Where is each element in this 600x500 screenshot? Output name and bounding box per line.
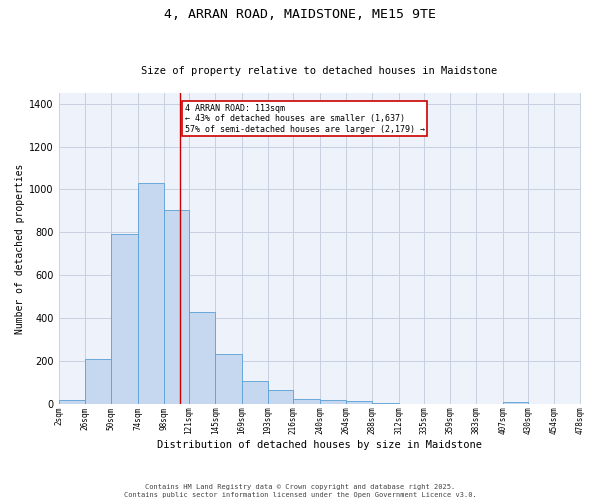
Bar (189, 312, 215, 404)
Bar (372, 403, 398, 404)
Bar (85, 359, 111, 404)
Title: Size of property relative to detached houses in Maidstone: Size of property relative to detached ho… (142, 66, 498, 76)
Bar (164, 210, 189, 404)
Bar (346, 400, 372, 404)
Text: Contains HM Land Registry data © Crown copyright and database right 2025.
Contai: Contains HM Land Registry data © Crown c… (124, 484, 476, 498)
Bar (503, 402, 528, 404)
Bar (215, 354, 242, 404)
X-axis label: Distribution of detached houses by size in Maidstone: Distribution of detached houses by size … (157, 440, 482, 450)
Y-axis label: Number of detached properties: Number of detached properties (15, 163, 25, 334)
Bar (59, 400, 85, 404)
Bar (111, 234, 137, 404)
Bar (293, 398, 320, 404)
Text: 4, ARRAN ROAD, MAIDSTONE, ME15 9TE: 4, ARRAN ROAD, MAIDSTONE, ME15 9TE (164, 8, 436, 20)
Bar (137, 183, 164, 404)
Bar (320, 400, 346, 404)
Bar (242, 382, 268, 404)
Bar (268, 390, 293, 404)
Text: 4 ARRAN ROAD: 113sqm
← 43% of detached houses are smaller (1,637)
57% of semi-de: 4 ARRAN ROAD: 113sqm ← 43% of detached h… (185, 104, 425, 134)
